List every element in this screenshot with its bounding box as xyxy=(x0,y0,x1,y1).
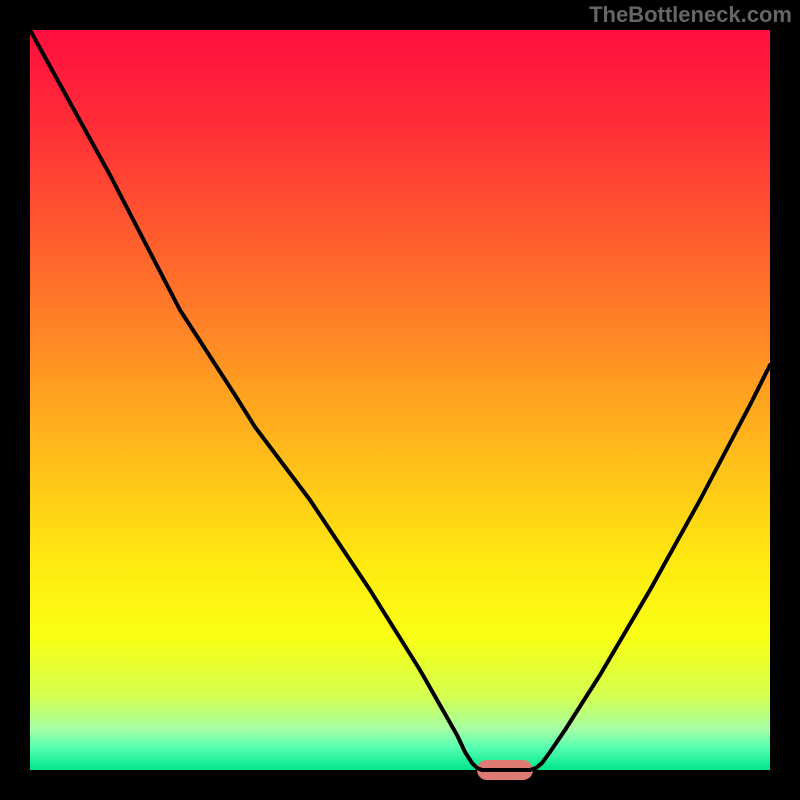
plot-area xyxy=(30,30,770,770)
watermark-text: TheBottleneck.com xyxy=(589,2,792,28)
chart-container: TheBottleneck.com xyxy=(0,0,800,800)
bottleneck-chart xyxy=(0,0,800,800)
